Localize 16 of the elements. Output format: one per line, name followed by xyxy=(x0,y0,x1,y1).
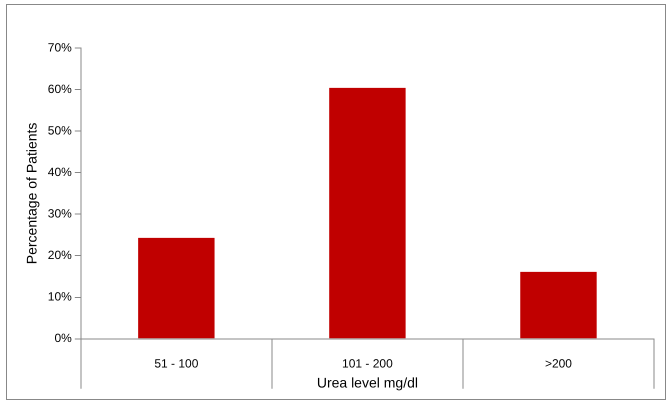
bar xyxy=(329,88,406,338)
y-tick-label: 50% xyxy=(48,123,72,138)
y-tick-label: 40% xyxy=(48,164,72,179)
x-tick-label: >200 xyxy=(544,356,572,370)
y-axis-title: Percentage of Patients xyxy=(23,122,40,264)
y-tick-label: 60% xyxy=(48,82,72,96)
x-tick-label: 51 - 100 xyxy=(154,356,199,370)
x-axis-title: Urea level mg/dl xyxy=(316,374,418,390)
bar xyxy=(138,238,215,338)
y-tick-label: 20% xyxy=(48,248,72,262)
y-tick-label: 30% xyxy=(48,206,72,220)
bar xyxy=(520,272,597,338)
y-tick-label: 10% xyxy=(48,290,72,304)
x-tick-label: 101 - 200 xyxy=(342,356,394,370)
y-tick-label: 0% xyxy=(54,331,72,346)
y-tick-label: 70% xyxy=(48,40,72,54)
